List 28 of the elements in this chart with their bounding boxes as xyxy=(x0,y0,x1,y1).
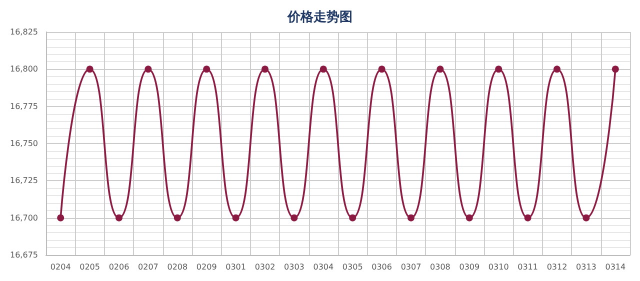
x-tick-label: 0204 xyxy=(50,262,71,272)
x-tick-label: 0301 xyxy=(226,262,246,272)
x-tick-label: 0206 xyxy=(108,262,130,272)
x-tick-label: 0308 xyxy=(430,262,450,272)
x-tick-label: 0302 xyxy=(254,262,276,272)
x-tick-label: 0311 xyxy=(518,262,538,272)
x-tick-label: 0313 xyxy=(576,262,596,272)
x-tick-label: 0208 xyxy=(167,262,188,272)
x-tick-label: 0205 xyxy=(80,262,100,272)
x-tick-label: 0306 xyxy=(372,262,392,272)
x-tick-label: 0209 xyxy=(196,262,217,272)
y-tick-label: 16,775 xyxy=(10,102,38,111)
y-tick-label: 16,825 xyxy=(10,28,38,36)
y-tick-label: 16,800 xyxy=(10,64,38,74)
y-tick-label: 16,700 xyxy=(10,213,38,222)
x-tick-label: 0312 xyxy=(546,262,568,272)
x-tick-label: 0207 xyxy=(138,262,158,272)
x-tick-label: 0310 xyxy=(488,262,509,272)
y-tick-label: 16,675 xyxy=(10,250,38,260)
x-tick-label: 0307 xyxy=(400,262,422,272)
x-tick-label: 0304 xyxy=(313,262,334,272)
y-tick-label: 16,725 xyxy=(10,176,38,186)
y-tick-label: 16,750 xyxy=(10,139,38,148)
x-tick-label: 0314 xyxy=(605,262,626,272)
x-tick-label: 0309 xyxy=(459,262,480,272)
x-tick-label: 0305 xyxy=(342,262,363,272)
x-tick-label: 0303 xyxy=(284,262,304,272)
chart-title: 价格走势图 xyxy=(286,9,352,25)
